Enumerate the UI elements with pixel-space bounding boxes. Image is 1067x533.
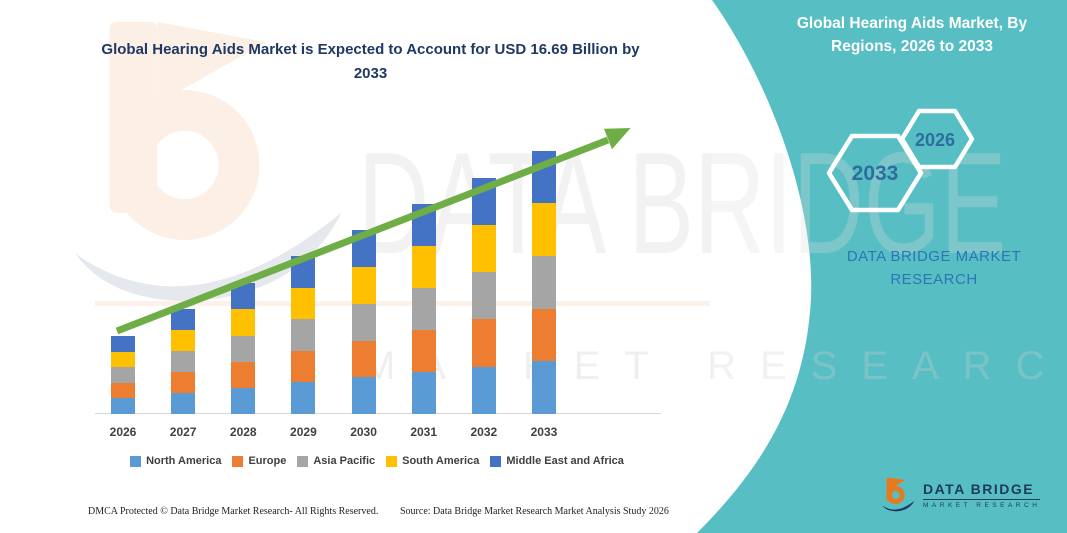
chart-legend: North America Europe Asia Pacific South Ame… <box>72 455 682 467</box>
bar-segment-2026-south-america <box>111 351 135 368</box>
chart-title: Global Hearing Aids Market is Expected t… <box>101 41 640 82</box>
bar-segment-2028-asia-pacific <box>231 335 256 362</box>
x-axis-label-2029: 2029 <box>290 425 317 439</box>
bar-2027 <box>171 309 196 414</box>
legend-item-south-america: South America <box>386 455 479 467</box>
legend-label: Middle East and Africa <box>506 455 624 467</box>
legend-swatch <box>490 455 502 467</box>
bar-segment-2031-asia-pacific <box>411 287 436 330</box>
bar-segment-2029-asia-pacific <box>291 319 316 351</box>
bar-2032 <box>471 177 496 414</box>
logo-tagline: MARKET RESEARCH <box>923 502 1041 509</box>
bar-segment-2027-europe <box>171 372 196 394</box>
x-axis-label-2033: 2033 <box>530 425 558 439</box>
brand-caption: DATA BRIDGE MARKET RESEARCH <box>846 248 1022 288</box>
legend-label: South America <box>402 455 480 467</box>
bar-segment-2028-south-america <box>231 309 256 336</box>
logo-name: DATA BRIDGE <box>923 481 1041 500</box>
bar-2026 <box>111 335 135 414</box>
footer-source: Source: Data Bridge Market Research Mark… <box>400 506 669 517</box>
bar-2029 <box>291 256 316 414</box>
bar-segment-2030-europe <box>351 340 376 378</box>
bar-segment-2029-middle-east-and-africa <box>291 256 316 288</box>
bar-segment-2030-asia-pacific <box>351 303 376 341</box>
x-axis-line <box>95 413 661 414</box>
legend-swatch <box>297 455 309 467</box>
bar-segment-2026-europe <box>111 382 135 399</box>
legend-swatch <box>130 455 142 467</box>
bar-segment-2027-middle-east-and-africa <box>171 309 196 331</box>
legend-item-middle-east-and-africa: Middle East and Africa <box>490 455 624 467</box>
bar-segment-2032-south-america <box>471 224 496 273</box>
data-bridge-logo-icon <box>882 477 915 512</box>
bar-segment-2027-north-america <box>171 393 196 414</box>
bar-segment-2033-north-america <box>531 361 556 414</box>
bar-segment-2030-south-america <box>351 267 376 304</box>
bar-segment-2026-north-america <box>111 398 135 414</box>
hexagon-2026-label: 2026 <box>915 130 955 150</box>
bar-segment-2032-north-america <box>471 366 496 414</box>
bar-segment-2028-europe <box>231 361 256 388</box>
bar-segment-2029-europe <box>291 350 316 383</box>
x-axis-label-2028: 2028 <box>229 425 257 439</box>
legend-item-europe: Europe <box>232 455 286 467</box>
legend-label: Asia Pacific <box>313 455 376 467</box>
x-axis-label-2027: 2027 <box>169 425 197 439</box>
x-axis-label-2030: 2030 <box>350 425 377 439</box>
hexagon-2033-label: 2033 <box>852 162 899 185</box>
bar-segment-2028-north-america <box>231 387 256 414</box>
x-axis-label-2031: 2031 <box>410 425 438 439</box>
x-axis-label-2032: 2032 <box>470 425 498 439</box>
bar-segment-2031-middle-east-and-africa <box>411 203 436 246</box>
bar-segment-2028-middle-east-and-africa <box>231 283 256 310</box>
bar-2033 <box>531 150 556 414</box>
hexagon-2026 <box>899 108 975 170</box>
legend-label: North America <box>146 455 222 467</box>
bar-segment-2030-north-america <box>351 377 376 414</box>
bar-segment-2032-europe <box>471 319 496 367</box>
bar-2030 <box>351 230 376 414</box>
legend-swatch <box>386 455 398 467</box>
panel-heading: Global Hearing Aids Market, By Regions, … <box>796 15 1028 56</box>
brand-logo: DATA BRIDGE MARKET RESEARCH <box>880 474 1041 516</box>
footer-dmca: DMCA Protected © Data Bridge Market Rese… <box>88 506 379 517</box>
bar-segment-2033-europe <box>531 308 556 362</box>
bar-segment-2030-middle-east-and-africa <box>351 230 376 268</box>
bar-segment-2033-south-america <box>531 203 556 257</box>
year-hexagons: 2033 2026 <box>826 108 975 213</box>
bar-segment-2033-middle-east-and-africa <box>531 150 556 204</box>
legend-label: Europe <box>248 455 287 467</box>
bar-2028 <box>231 283 256 414</box>
bar-2031 <box>411 203 436 414</box>
bar-segment-2026-middle-east-and-africa <box>111 335 135 352</box>
bar-segment-2027-south-america <box>171 330 196 352</box>
legend-item-asia-pacific: Asia Pacific <box>297 455 375 467</box>
bar-segment-2031-europe <box>411 329 436 372</box>
bar-segment-2032-asia-pacific <box>471 272 496 320</box>
bar-segment-2032-middle-east-and-africa <box>471 177 496 225</box>
bar-segment-2031-south-america <box>411 245 436 288</box>
legend-swatch <box>232 455 244 467</box>
bar-segment-2027-asia-pacific <box>171 351 196 373</box>
bar-segment-2031-north-america <box>411 371 436 414</box>
bar-segment-2026-asia-pacific <box>111 367 135 383</box>
hexagon-2033 <box>826 133 924 213</box>
legend-item-north-america: North America <box>130 455 221 467</box>
bar-segment-2029-north-america <box>291 382 316 414</box>
x-axis-label-2026: 2026 <box>109 425 137 439</box>
bar-segment-2029-south-america <box>291 287 316 320</box>
bar-segment-2033-asia-pacific <box>531 256 556 309</box>
